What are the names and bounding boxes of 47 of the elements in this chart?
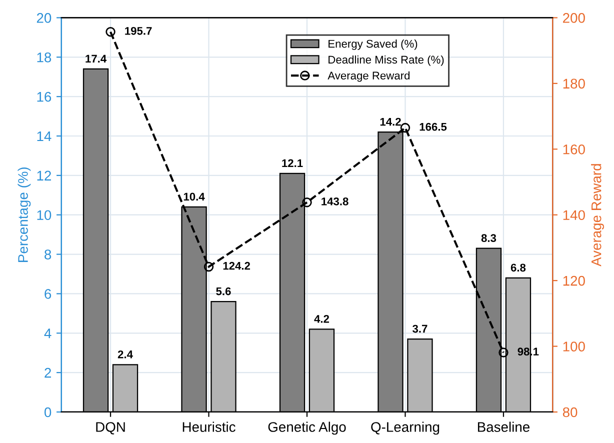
point: [498, 348, 508, 358]
y-tick-label: 8: [44, 250, 52, 260]
data-label: 124.2: [223, 262, 250, 270]
point: [400, 122, 410, 133]
data-label: 8.3: [481, 234, 496, 242]
y2-tick-label: 200: [563, 13, 585, 23]
y-tick-label: 4: [44, 328, 52, 338]
legend-label: Average Reward: [328, 71, 410, 82]
y-tick-label: 2: [44, 368, 51, 378]
y-tick-label: 0: [44, 407, 52, 418]
data-label: 17.4: [86, 54, 107, 63]
y-tick-label: 18: [37, 52, 52, 62]
data-label: 5.6: [216, 287, 231, 296]
data-label: 3.7: [412, 324, 428, 333]
data-label: 195.7: [125, 26, 152, 35]
y-tick-label: 14: [37, 131, 52, 142]
point: [302, 198, 312, 208]
y2-tick-label: 80: [562, 407, 578, 418]
data-label: 4.2: [314, 314, 330, 323]
y2-axis-title: Average Reward: [591, 164, 604, 266]
x-tick-label: DQN: [96, 422, 125, 434]
data-label: 166.5: [420, 122, 447, 131]
data-label: 2.4: [118, 350, 133, 358]
x-tick-label: Heuristic: [182, 422, 236, 432]
y2-tick-label: 100: [563, 342, 585, 352]
y2-tick-label: 120: [563, 276, 585, 286]
point: [204, 262, 214, 272]
y-tick-label: 16: [37, 92, 52, 102]
x-tick-label: Genetic Algo: [268, 422, 346, 435]
y2-tick-label: 160: [563, 144, 585, 154]
y2-tick-label: 180: [563, 78, 585, 89]
y-tick-label: 6: [44, 289, 52, 299]
legend-label: Deadline Miss Rate (%): [328, 55, 444, 66]
y-tick-label: 10: [37, 210, 52, 220]
y-tick-label: 20: [36, 13, 52, 23]
y2-tick-label: 140: [563, 210, 585, 220]
x-tick-label: Q-Learning: [371, 422, 440, 435]
legend-label: Energy Saved (%): [328, 40, 418, 50]
data-label: 6.8: [510, 264, 526, 272]
y-axis-title: Percentage (%): [18, 167, 31, 262]
data-label: 10.4: [184, 192, 205, 201]
data-label: 12.1: [282, 159, 303, 167]
x-tick-label: Baseline: [478, 422, 530, 432]
data-label: 14.2: [380, 118, 401, 126]
data-label: 143.8: [322, 197, 348, 206]
point: [106, 26, 116, 37]
y-tick-label: 12: [37, 170, 51, 180]
